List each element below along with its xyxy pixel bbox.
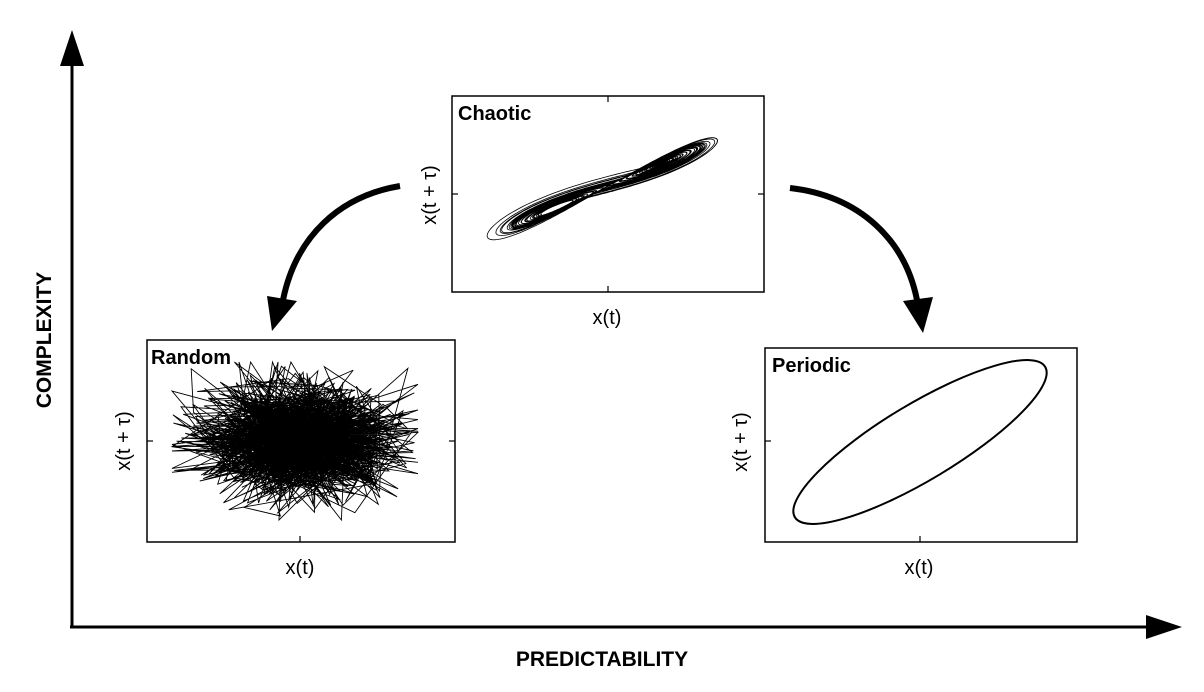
chaotic-frame [451,95,765,293]
random-scatter-trace [170,360,420,522]
chaotic-panel: Chaotic x(t) x(t + τ) [419,95,765,329]
arrow-chaotic-to-periodic-head [903,297,933,333]
periodic-ellipse [792,359,1048,525]
random-ylabel: x(t + τ) [113,411,135,471]
chaotic-trace-path [486,137,719,241]
x-axis-title: PREDICTABILITY [516,648,688,671]
random-trace-path [170,360,420,522]
random-panel: Random x(t) x(t + τ) [113,339,456,579]
transition-arrows [267,183,933,333]
periodic-frame [764,347,1078,543]
periodic-ellipse-trace [792,359,1048,525]
random-title: Random [151,347,231,369]
main-axes: PREDICTABILITY COMPLEXITY [33,30,1182,671]
chaotic-title: Chaotic [458,103,531,125]
random-xlabel: x(t) [286,557,315,579]
periodic-title: Periodic [772,355,851,377]
x-axis-arrowhead [1146,615,1182,639]
arrow-chaotic-to-periodic [789,185,920,301]
y-axis-arrowhead [60,30,84,66]
periodic-ylabel: x(t + τ) [730,412,752,472]
y-axis-title: COMPLEXITY [33,272,56,409]
periodic-xlabel: x(t) [905,557,934,579]
arrow-chaotic-to-random [280,183,401,301]
chaotic-xlabel: x(t) [593,307,622,329]
arrow-chaotic-to-random-head [267,296,297,331]
periodic-panel: Periodic x(t) x(t + τ) [730,347,1078,579]
chaotic-ylabel: x(t + τ) [419,165,441,225]
chaotic-attractor-trace [486,137,719,241]
